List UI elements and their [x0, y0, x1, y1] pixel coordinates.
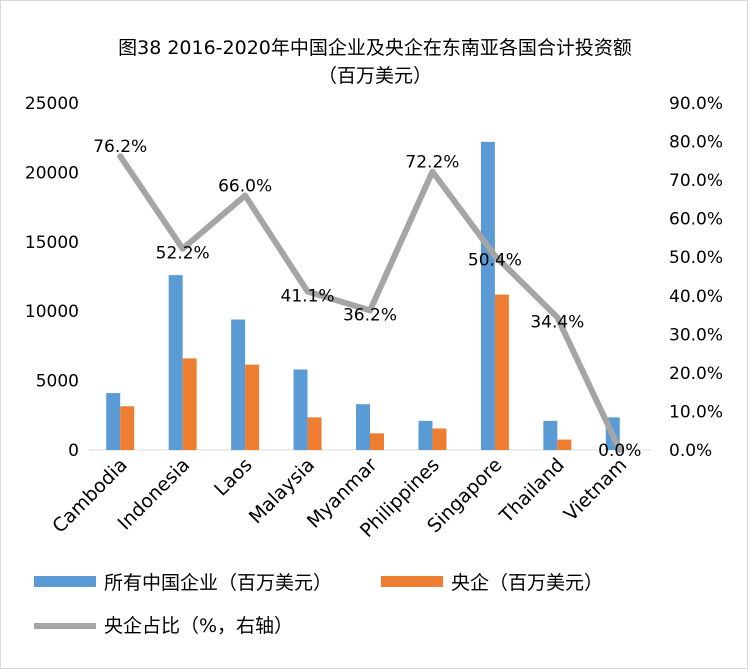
bar-all-enterprises [356, 404, 370, 450]
right-tick-label: 80.0% [669, 133, 723, 153]
left-tick-label: 20000 [25, 163, 79, 183]
bar-soe [182, 358, 197, 450]
legend: 所有中国企业（百万美元） 央企（百万美元） 央企占比（%，右轴） [34, 572, 603, 637]
right-tick-label: 40.0% [669, 287, 723, 307]
chart-title-line2: （百万美元） [318, 65, 432, 87]
ratio-data-label: 34.4% [530, 312, 584, 332]
right-tick-label: 70.0% [669, 171, 723, 191]
ratio-data-label: 36.2% [343, 305, 397, 325]
bar-all-enterprises [106, 393, 121, 450]
category-label: Vietnam [560, 454, 632, 526]
ratio-data-label: 41.1% [281, 287, 335, 307]
left-tick-label: 0 [68, 441, 79, 461]
chart-title-line1: 图38 2016-2020年中国企业及央企在东南亚各国合计投资额 [118, 37, 632, 59]
bar-soe [557, 439, 572, 450]
ratio-line [117, 153, 623, 453]
bar-all-enterprises [293, 369, 308, 450]
ratio-data-label: 0.0% [598, 441, 641, 461]
right-tick-label: 0.0% [669, 441, 712, 461]
right-tick-label: 10.0% [669, 402, 723, 422]
bar-soe [307, 417, 322, 450]
data-labels: 76.2% 52.2% 66.0% 41.1% 36.2% 72.2% 50.4% 34.4%… [93, 137, 641, 461]
bar-series [106, 141, 620, 450]
right-axis: 0.0% 10.0% 20.0% 30.0% 40.0% 50.0% 60.0% 70.0% 8… [669, 94, 723, 461]
category-label: Laos [210, 454, 257, 501]
bar-soe [245, 364, 260, 450]
left-tick-label: 5000 [36, 372, 79, 392]
ratio-data-label: 50.4% [468, 251, 522, 271]
legend-swatch-all-enterprises [34, 576, 96, 587]
category-label: Thailand [495, 454, 569, 528]
legend-label-soe: 央企（百万美元） [451, 572, 603, 594]
legend-label-all-enterprises: 所有中国企业（百万美元） [104, 572, 332, 594]
right-tick-label: 30.0% [669, 325, 723, 345]
left-tick-label: 15000 [25, 233, 79, 253]
legend-label-ratio: 央企占比（%，右轴） [104, 615, 293, 637]
bar-soe [370, 433, 384, 450]
ratio-data-label: 52.2% [156, 244, 210, 264]
left-tick-label: 25000 [25, 94, 79, 114]
bar-all-enterprises [543, 420, 558, 450]
right-tick-label: 90.0% [669, 94, 723, 114]
bar-all-enterprises [231, 319, 246, 450]
ratio-data-label: 66.0% [218, 177, 272, 197]
ratio-data-label: 76.2% [93, 137, 147, 157]
bar-all-enterprises [480, 141, 495, 450]
right-tick-label: 60.0% [669, 210, 723, 230]
ratio-data-label: 72.2% [405, 153, 459, 173]
right-tick-label: 50.0% [669, 248, 723, 268]
bar-soe [494, 294, 509, 450]
right-tick-label: 20.0% [669, 364, 723, 384]
left-tick-label: 10000 [25, 302, 79, 322]
bar-all-enterprises [168, 275, 183, 450]
bar-soe [432, 428, 447, 450]
legend-swatch-soe [381, 576, 443, 587]
bar-all-enterprises [418, 420, 433, 450]
left-axis: 0 5000 10000 15000 20000 25000 [25, 94, 79, 461]
bar-soe [120, 406, 135, 450]
